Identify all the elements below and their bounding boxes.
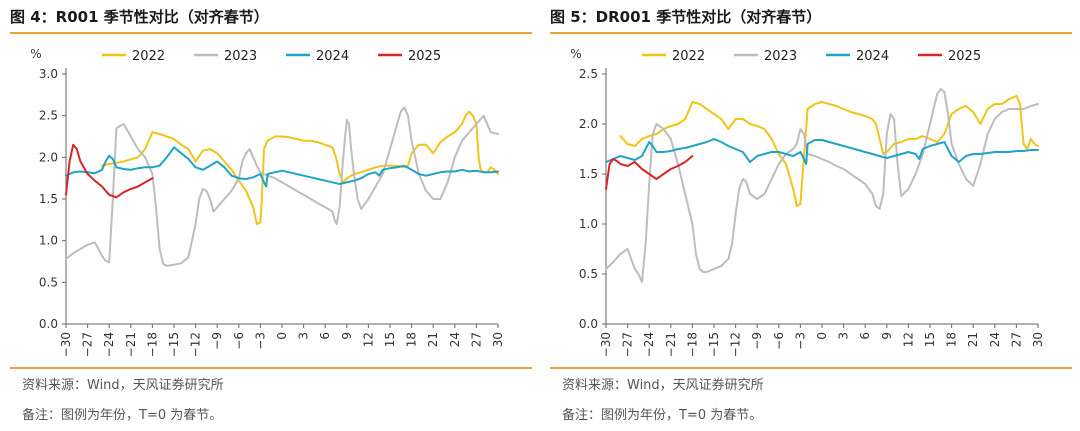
y-tick-label: 2.0 (39, 150, 58, 164)
x-tick-label: 6 (318, 332, 332, 340)
series-line-2023 (65, 106, 499, 267)
x-tick-label: 6 (858, 332, 872, 340)
y-tick-label: 0.0 (579, 317, 598, 331)
source-note: 资料来源：Wind，天风证券研究所 (22, 378, 224, 393)
x-tick-label: 3 (297, 332, 311, 340)
footer-rule (550, 367, 1072, 369)
y-tick-label: 0.5 (579, 267, 598, 281)
y-tick-label: 0.5 (39, 275, 58, 289)
series-line-2025 (605, 155, 694, 190)
remark-note: 备注：图例为年份，T=0 为春节。 (22, 408, 223, 423)
x-tick-label: −24 (642, 332, 656, 357)
x-tick-label: 21 (426, 332, 440, 347)
x-tick-label: 12 (361, 332, 375, 347)
series-line-2024 (605, 138, 1039, 165)
series-line-2022 (619, 95, 1039, 207)
legend: 2022 2023 2024 2025 (642, 49, 981, 64)
series-line-2024 (65, 146, 499, 188)
series-line-2025 (65, 143, 154, 199)
remark-note: 备注：图例为年份，T=0 为春节。 (562, 408, 763, 423)
figure-title: 图 5：DR001 季节性对比（对齐春节） (550, 8, 822, 26)
y-tick-label: 1.0 (39, 234, 58, 248)
x-tick-label: −6 (772, 332, 786, 350)
x-tick-label: 0 (815, 332, 829, 340)
x-tick-label: −21 (124, 332, 138, 357)
y-tick-label: 2.5 (579, 67, 598, 81)
x-tick-label: −9 (210, 332, 224, 350)
x-tick-label: −21 (664, 332, 678, 357)
legend-label-2023: 2023 (224, 49, 257, 64)
x-tick-label: 12 (901, 332, 915, 347)
x-tick-label: 30 (1031, 332, 1045, 347)
x-tick-label: −12 (729, 332, 743, 357)
y-unit-label: % (30, 47, 41, 61)
x-tick-label: 27 (469, 332, 483, 347)
source-note: 资料来源：Wind，天风证券研究所 (562, 378, 764, 393)
chart-panel-r001: 图 4：R001 季节性对比（对齐春节） % 2022 2023 2024 2025 0.… (10, 0, 532, 431)
x-tick-label: 30 (491, 332, 505, 347)
x-tick-label: −3 (793, 332, 807, 350)
x-tick-label: −15 (167, 332, 181, 357)
legend-label-2025: 2025 (408, 49, 441, 64)
x-tick-label: 18 (945, 332, 959, 347)
x-tick-label: 18 (405, 332, 419, 347)
legend: 2022 2023 2024 2025 (102, 49, 441, 64)
legend-label-2022: 2022 (672, 49, 705, 64)
y-unit-label: % (570, 47, 581, 61)
x-tick-label: −30 (599, 332, 613, 357)
y-tick-label: 2.5 (39, 109, 58, 123)
y-tick-label: 0.0 (39, 317, 58, 331)
figure-title: 图 4：R001 季节性对比（对齐春节） (10, 8, 269, 26)
legend-label-2024: 2024 (316, 49, 349, 64)
x-tick-label: −24 (102, 332, 116, 357)
x-tick-label: 27 (1009, 332, 1023, 347)
legend-label-2025: 2025 (948, 49, 981, 64)
x-tick-label: −15 (707, 332, 721, 357)
x-tick-label: −9 (750, 332, 764, 350)
x-tick-label: 0 (275, 332, 289, 340)
x-tick-label: 9 (340, 332, 354, 340)
x-tick-label: −27 (81, 332, 95, 357)
x-tick-label: −12 (189, 332, 203, 357)
legend-label-2024: 2024 (856, 49, 889, 64)
x-tick-label: −30 (59, 332, 73, 357)
x-tick-label: 21 (966, 332, 980, 347)
x-tick-label: 15 (383, 332, 397, 347)
x-tick-label: 9 (880, 332, 894, 340)
x-tick-label: 24 (448, 332, 462, 347)
x-tick-label: −18 (685, 332, 699, 357)
x-tick-label: −3 (253, 332, 267, 350)
y-tick-label: 1.5 (39, 192, 58, 206)
chart-panel-dr001: 图 5：DR001 季节性对比（对齐春节） % 2022 2023 2024 2025 0… (550, 0, 1072, 431)
footer-rule (10, 367, 532, 369)
title-rule (10, 32, 532, 34)
x-tick-label: 3 (837, 332, 851, 340)
series-line-2023 (605, 88, 1039, 283)
r001-line-chart: % 2022 2023 2024 2025 0.0 0.5 1.0 1.5 2.0 2.5 3.0 −3… (30, 47, 505, 357)
legend-label-2023: 2023 (764, 49, 797, 64)
title-rule (550, 32, 1072, 34)
legend-label-2022: 2022 (132, 49, 165, 64)
y-tick-label: 1.0 (579, 217, 598, 231)
x-tick-label: −27 (621, 332, 635, 357)
y-tick-label: 3.0 (39, 67, 58, 81)
x-tick-label: −6 (232, 332, 246, 350)
series-line-2022 (101, 110, 499, 225)
y-tick-label: 1.5 (579, 167, 598, 181)
x-tick-label: 15 (923, 332, 937, 347)
x-tick-label: −18 (145, 332, 159, 357)
y-tick-label: 2.0 (579, 117, 598, 131)
x-tick-label: 24 (988, 332, 1002, 347)
